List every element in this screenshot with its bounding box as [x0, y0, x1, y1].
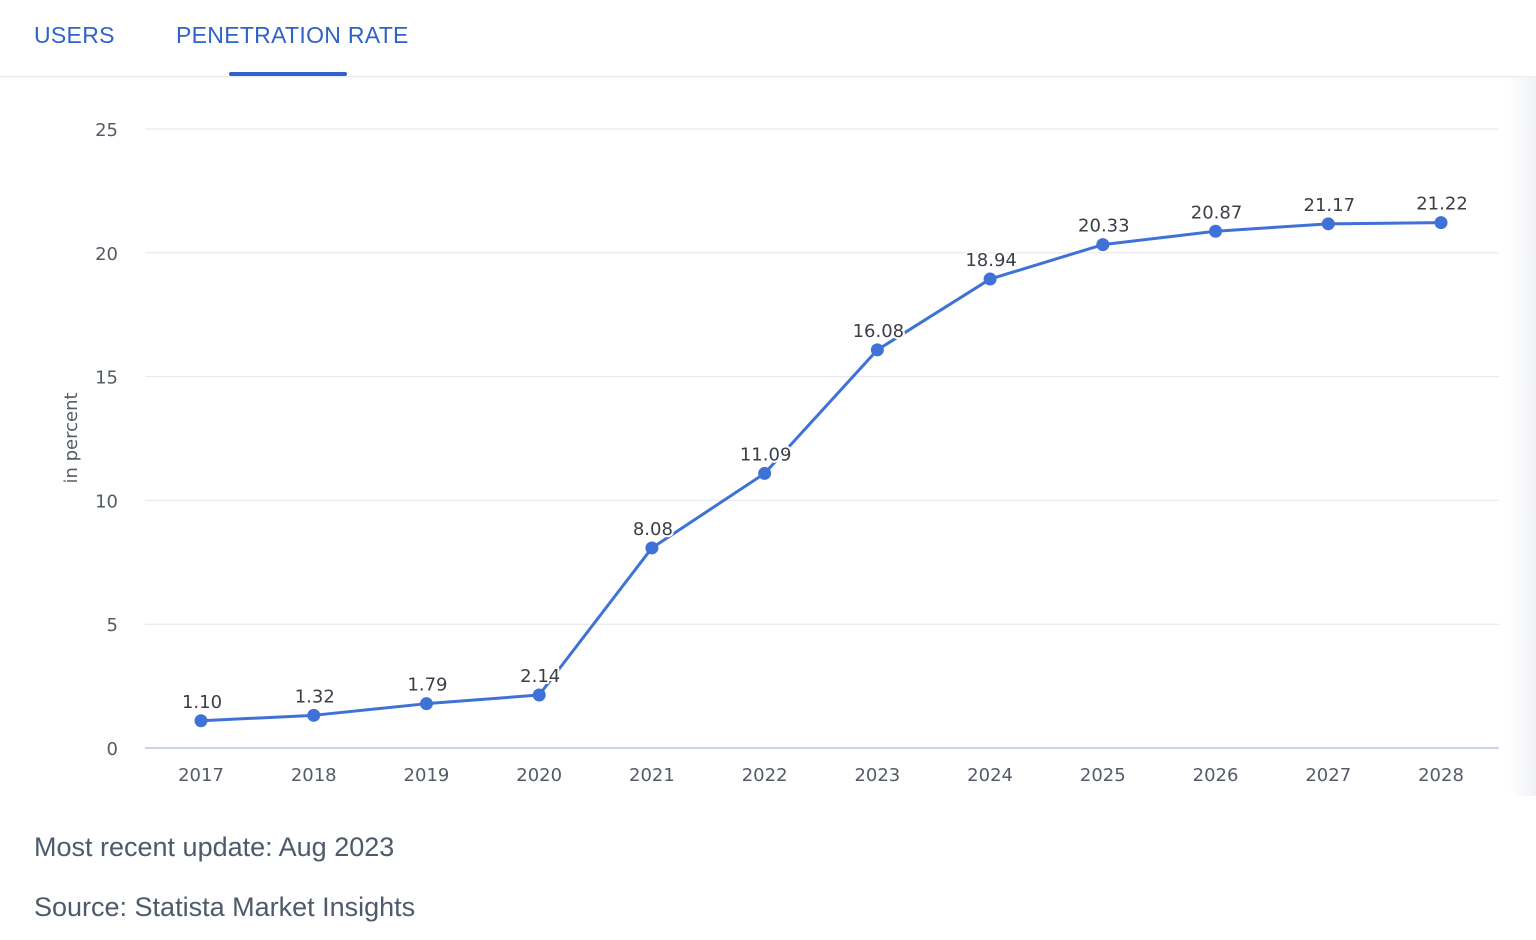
source-note: Source: Statista Market Insights: [34, 892, 416, 922]
x-tick-label: 2017: [178, 765, 224, 786]
series-line: [199, 221, 1443, 723]
data-label: 16.08: [853, 321, 905, 342]
x-tick-label: 2025: [1080, 765, 1126, 786]
y-axis-title: in percent: [61, 392, 82, 483]
data-label: 8.08: [633, 519, 673, 540]
data-label: 21.22: [1416, 194, 1468, 215]
data-point: [1096, 238, 1110, 252]
tab-users[interactable]: USERS: [34, 22, 115, 48]
x-tick-label: 2028: [1418, 765, 1464, 786]
y-tick-label: 10: [95, 491, 118, 512]
x-tick-label: 2021: [629, 765, 675, 786]
data-point: [870, 343, 884, 357]
tab-penetration-rate[interactable]: PENETRATION RATE: [176, 22, 409, 48]
data-label: 20.33: [1078, 216, 1130, 237]
data-label: 18.94: [965, 250, 1017, 271]
data-point: [1321, 217, 1335, 231]
data-point: [645, 541, 659, 555]
data-point: [758, 466, 772, 480]
data-point: [532, 688, 546, 702]
tab-bar: USERS PENETRATION RATE: [0, 0, 1536, 77]
x-tick-label: 2024: [967, 765, 1013, 786]
y-tick-label: 15: [95, 368, 118, 389]
x-tick-label: 2019: [404, 765, 450, 786]
y-tick-label: 25: [95, 120, 118, 141]
x-tick-label: 2018: [291, 765, 337, 786]
data-point: [983, 272, 997, 286]
data-point: [194, 714, 208, 728]
data-label: 1.79: [407, 675, 447, 696]
x-tick-label: 2026: [1193, 765, 1239, 786]
data-label: 2.14: [520, 666, 560, 687]
data-label: 21.17: [1304, 195, 1356, 216]
data-label: 1.10: [182, 692, 222, 713]
data-label: 11.09: [740, 444, 792, 465]
data-point: [1434, 216, 1448, 230]
data-label: 20.87: [1191, 202, 1243, 223]
scroll-edge-shadow: [1510, 76, 1536, 796]
data-label: 1.32: [295, 686, 335, 707]
last-update-note: Most recent update: Aug 2023: [34, 832, 395, 862]
x-tick-label: 2020: [516, 765, 562, 786]
x-tick-label: 2023: [854, 765, 900, 786]
y-tick-label: 5: [107, 615, 118, 636]
data-point: [1209, 224, 1223, 238]
x-tick-label: 2027: [1305, 765, 1351, 786]
data-point: [419, 697, 433, 711]
data-point: [307, 708, 321, 722]
y-tick-label: 20: [95, 244, 118, 265]
active-tab-indicator: [229, 72, 347, 76]
y-tick-label: 0: [107, 739, 118, 760]
x-tick-label: 2022: [742, 765, 788, 786]
